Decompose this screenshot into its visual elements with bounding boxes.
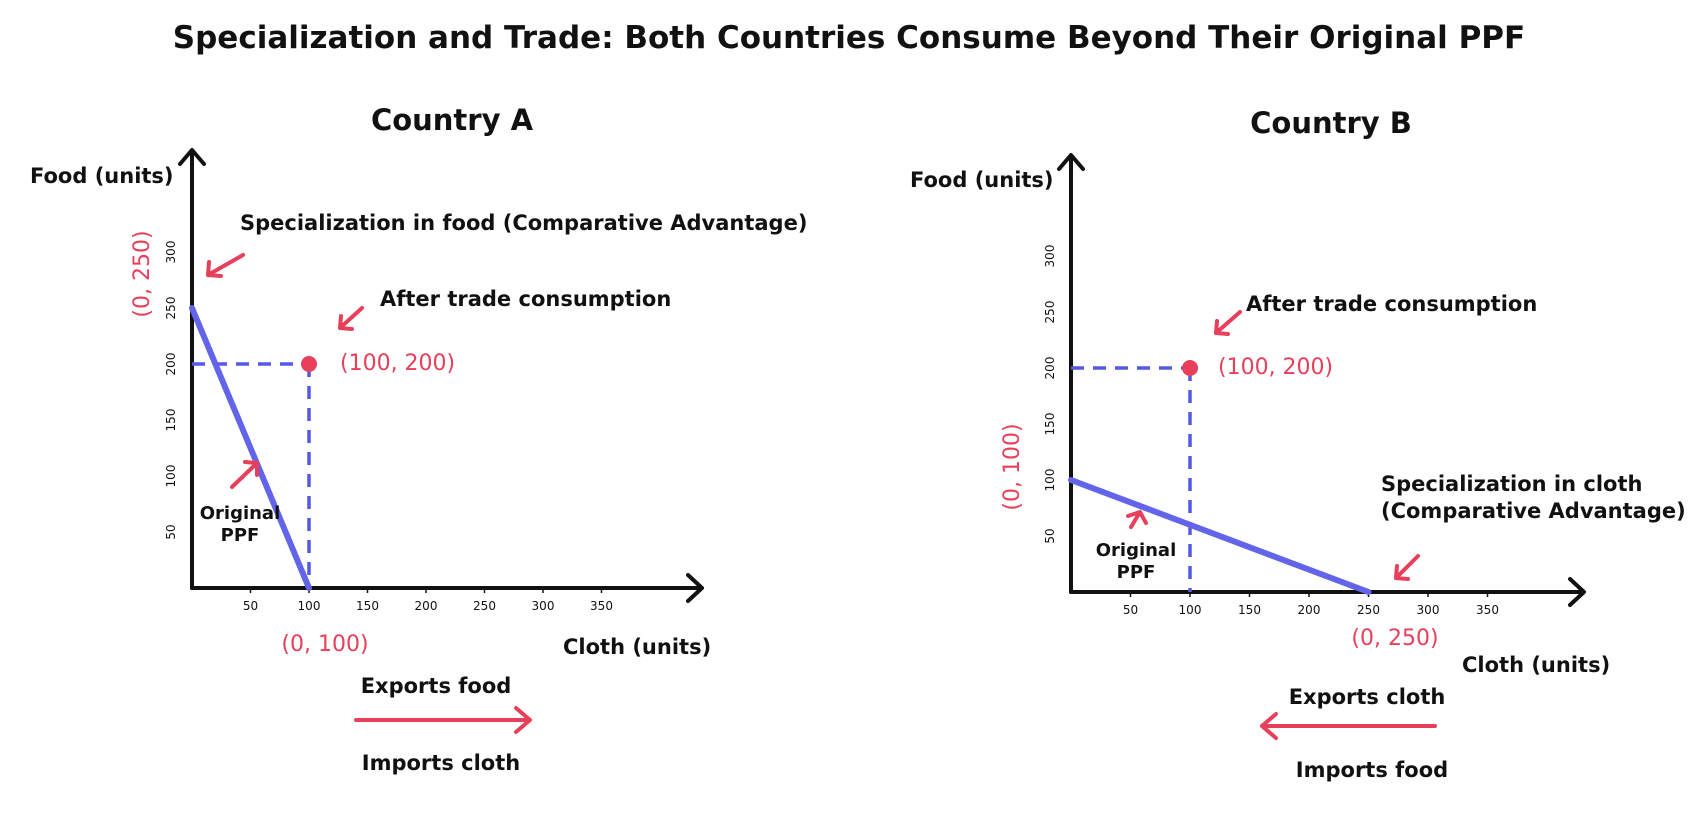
- chart-a-specialization-label: Specialization in food (Comparative Adva…: [240, 211, 807, 235]
- chart-b-point-label: (100, 200): [1218, 355, 1333, 380]
- chart-b-specialization-arrow: [1394, 554, 1420, 581]
- chart-b-specialization-label-line2: (Comparative Advantage): [1381, 499, 1686, 523]
- chart-b-x-tick-label: 150: [1238, 603, 1261, 617]
- chart-a-x-tick-label: 350: [590, 599, 613, 613]
- chart-a-x-axis-label: Cloth (units): [563, 635, 711, 659]
- chart-a-y-axis-arrowhead: [178, 148, 206, 166]
- chart-b-x-axis-label: Cloth (units): [1462, 653, 1610, 677]
- chart-a-y-tick-label: 50: [164, 524, 178, 539]
- chart-b-y-axis-label: Food (units): [910, 168, 1054, 192]
- chart-a-exports-label: Exports food: [361, 674, 512, 698]
- chart-b-ticks: 50 100 150 200 250 300 350 50 100 150 200 250 300: [1043, 245, 1499, 617]
- chart-b-y-tick-label: 250: [1043, 301, 1057, 324]
- chart-b-x-intercept-label: (0, 250): [1351, 626, 1438, 651]
- chart-b-title: Country B: [1250, 106, 1412, 140]
- chart-b-x-tick-label: 100: [1179, 603, 1202, 617]
- chart-a-x-tick-label: 200: [415, 599, 438, 613]
- chart-b-y-tick-label: 100: [1043, 469, 1057, 492]
- chart-a-y-tick-label: 250: [164, 297, 178, 320]
- chart-b-x-tick-label: 300: [1417, 603, 1440, 617]
- chart-b-y-tick-label: 150: [1043, 413, 1057, 436]
- chart-a-x-axis-arrowhead: [686, 573, 704, 603]
- chart-country-b: Country B Food (units) Cloth (units) 50 1…: [910, 106, 1686, 782]
- chart-a-y-tick-label: 200: [164, 353, 178, 376]
- chart-b-x-tick-label: 250: [1357, 603, 1380, 617]
- chart-a-x-tick-label: 100: [298, 599, 321, 613]
- chart-a-x-tick-label: 300: [532, 599, 555, 613]
- chart-a-x-tick-label: 50: [243, 599, 258, 613]
- chart-b-after-trade-label: After trade consumption: [1246, 292, 1537, 316]
- chart-b-x-tick-label: 200: [1298, 603, 1321, 617]
- chart-a-after-trade-arrow: [338, 306, 364, 331]
- chart-b-x-tick-label: 50: [1123, 603, 1138, 617]
- chart-b-y-intercept-label: (0, 100): [1000, 423, 1025, 510]
- chart-a-y-tick-label: 100: [164, 465, 178, 488]
- chart-a-ppf-arrow: [230, 460, 259, 489]
- chart-a-y-intercept-label: (0, 250): [130, 230, 155, 317]
- chart-a-point-label: (100, 200): [340, 351, 455, 376]
- chart-a-ppf-line: [189, 305, 312, 591]
- chart-b-y-tick-label: 300: [1043, 245, 1057, 268]
- chart-a-ppf-label-line2: PPF: [221, 525, 260, 546]
- chart-a-y-tick-label: 300: [164, 241, 178, 264]
- chart-a-trade-arrow: [354, 706, 532, 734]
- chart-a-x-tick-label: 150: [356, 599, 379, 613]
- chart-b-y-tick-label: 50: [1043, 528, 1057, 543]
- chart-b-y-axis-arrowhead: [1057, 153, 1085, 171]
- chart-a-ticks: 50 100 150 200 250 300 350 50 100 150 200 250 300: [164, 241, 613, 613]
- chart-b-x-axis-arrowhead: [1568, 577, 1586, 607]
- chart-b-ppf-label-line2: PPF: [1117, 562, 1156, 583]
- chart-b-ppf-arrow: [1126, 510, 1148, 529]
- chart-b-after-trade-arrow: [1214, 310, 1242, 336]
- chart-a-x-tick-label: 250: [473, 599, 496, 613]
- chart-a-consumption-point: [301, 356, 317, 372]
- chart-b-x-tick-label: 350: [1476, 603, 1499, 617]
- chart-b-exports-label: Exports cloth: [1289, 685, 1446, 709]
- chart-b-consumption-point: [1182, 360, 1198, 376]
- chart-b-ppf-label-line1: Original: [1096, 540, 1177, 561]
- chart-a-y-tick-label: 150: [164, 409, 178, 432]
- chart-a-specialization-arrow: [206, 253, 245, 278]
- chart-b-specialization-label-line1: Specialization in cloth: [1381, 472, 1642, 496]
- chart-a-imports-label: Imports cloth: [362, 751, 520, 775]
- chart-b-imports-label: Imports food: [1296, 758, 1448, 782]
- chart-a-title: Country A: [371, 103, 534, 137]
- chart-a-y-axis-label: Food (units): [30, 164, 174, 188]
- chart-a-after-trade-label: After trade consumption: [380, 287, 671, 311]
- chart-a-x-intercept-label: (0, 100): [281, 632, 368, 657]
- figure-title: Specialization and Trade: Both Countries…: [173, 20, 1525, 56]
- chart-b-trade-arrow: [1260, 712, 1437, 740]
- chart-b-y-tick-label: 200: [1043, 357, 1057, 380]
- chart-country-a: Country A Food (units) Cloth (units) 50 1…: [30, 103, 807, 775]
- chart-b-ppf-line: [1068, 477, 1372, 595]
- chart-a-ppf-label-line1: Original: [200, 503, 281, 524]
